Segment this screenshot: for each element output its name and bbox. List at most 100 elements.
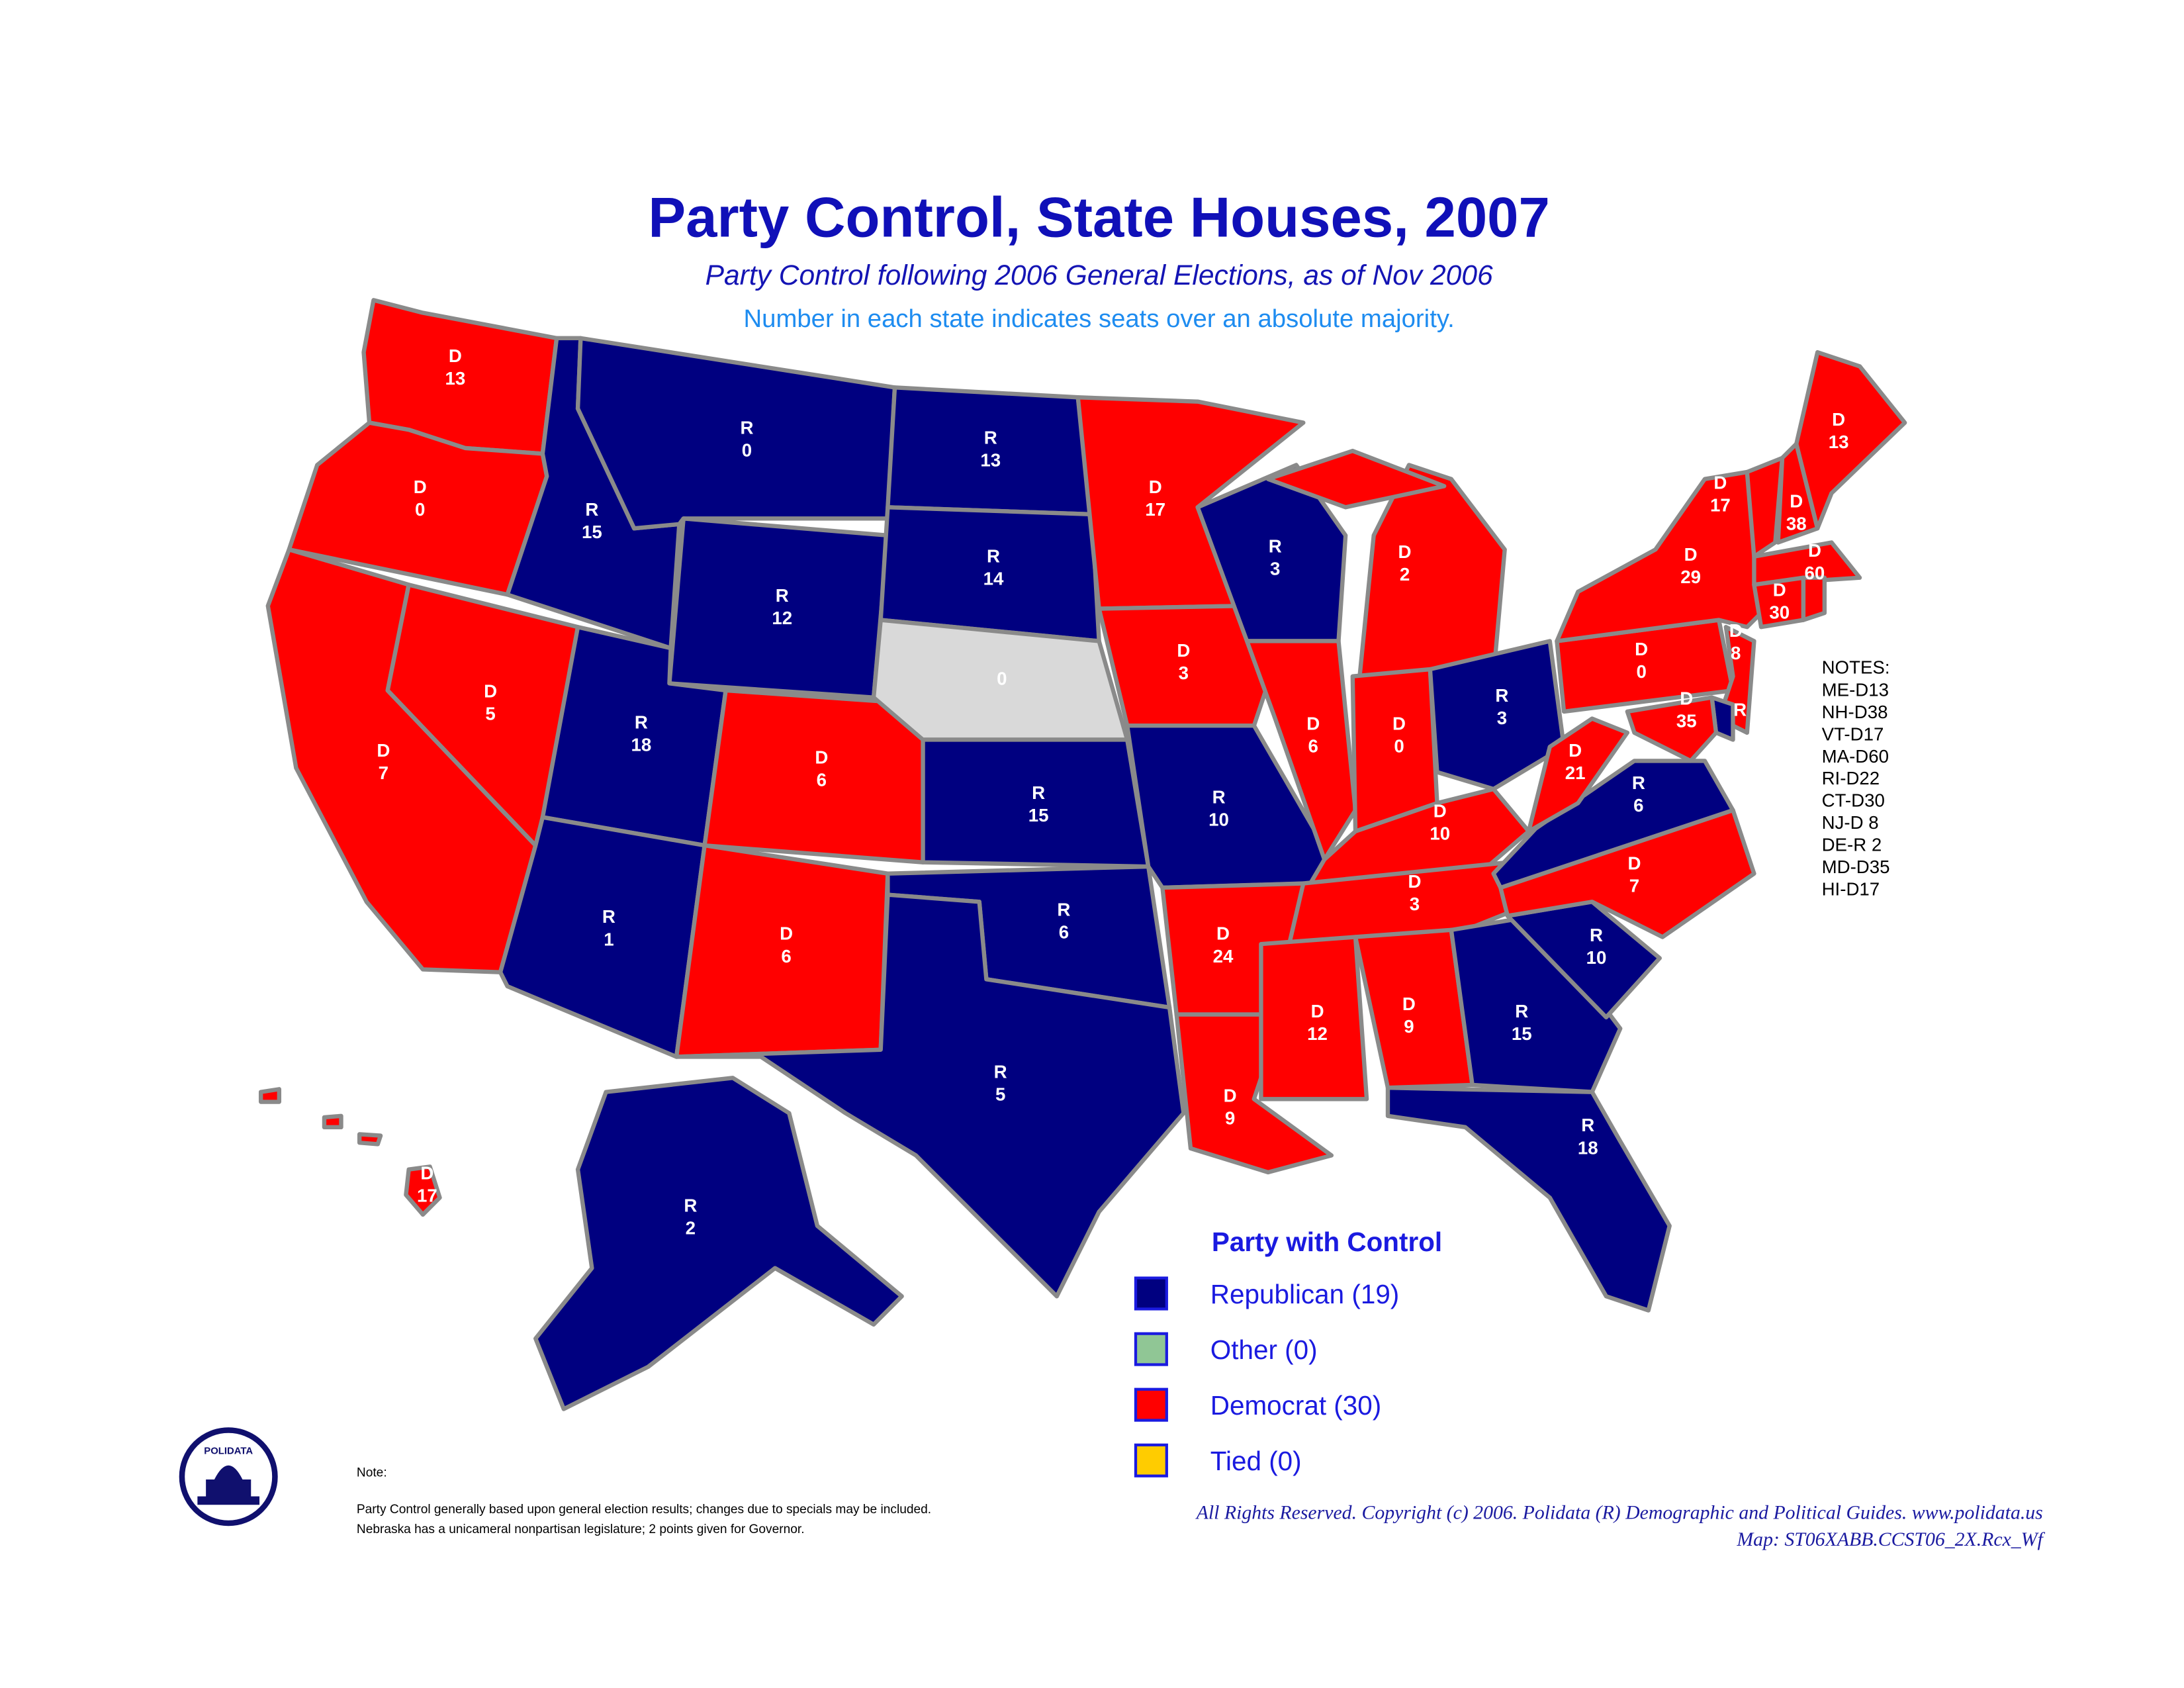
state: [575, 336, 897, 531]
state-seats: 15: [582, 522, 602, 542]
state-party: R: [1212, 786, 1226, 807]
state-seats: 13: [980, 450, 1001, 471]
legend-label: Republican (19): [1210, 1279, 1399, 1309]
state-seats: 35: [1676, 710, 1697, 731]
note-line: HI-D17: [1822, 878, 1880, 899]
note-line: DE-R 2: [1822, 834, 1882, 855]
state-party: R: [741, 418, 754, 438]
state: [1794, 350, 1907, 531]
state-party: D: [1224, 1086, 1237, 1106]
state-seats: 3: [1497, 708, 1507, 728]
state-party: D: [1392, 714, 1406, 734]
state-seats: 13: [445, 368, 466, 389]
notes: NOTES: ME-D13NH-D38VT-D17MA-D60RI-D22CT-D…: [1822, 657, 1890, 899]
copyright: All Rights Reserved. Copyright (c) 2006.…: [1195, 1502, 2043, 1524]
legend-label: Other (0): [1210, 1335, 1318, 1365]
state-seats: 6: [781, 946, 791, 966]
state-party: R: [602, 906, 615, 927]
state-party: R: [994, 1061, 1007, 1082]
state-party: D: [1402, 994, 1416, 1014]
state-seats: 0: [1394, 736, 1404, 757]
note-line: ME-D13: [1822, 680, 1889, 700]
state-party: D: [1729, 620, 1743, 641]
state-seats: 30: [1769, 602, 1790, 622]
state-seats: 3: [1410, 894, 1420, 914]
state: [1555, 469, 1770, 643]
legend-swatch: [1134, 1332, 1168, 1366]
note-line: MD-D35: [1822, 857, 1890, 877]
note-line: RI-D22: [1822, 768, 1880, 788]
note-line: CT-D30: [1822, 790, 1885, 811]
state-party: D: [377, 740, 390, 761]
state-party: R: [1515, 1001, 1528, 1021]
state: [1801, 575, 1827, 622]
state-seats: 24: [1213, 946, 1234, 966]
state-seats: 0: [742, 440, 752, 461]
state-seats: 5: [995, 1084, 1005, 1104]
state-party: R: [1032, 782, 1045, 803]
state-party: R: [1057, 900, 1070, 920]
states: [258, 298, 1907, 1411]
state-seats: 10: [1586, 947, 1607, 968]
state-party: D: [1773, 579, 1786, 600]
state: [674, 892, 1186, 1299]
state: [1195, 463, 1348, 643]
state-seats: 60: [1805, 563, 1825, 583]
state-seats: 6: [817, 770, 827, 790]
footnote-line: Party Control generally based upon gener…: [357, 1503, 931, 1517]
state-party: D: [1713, 473, 1727, 493]
state: [1526, 716, 1630, 834]
state-party: D: [1398, 541, 1412, 562]
state: [1265, 448, 1447, 510]
state-seats: 7: [1629, 875, 1639, 896]
state: [322, 1113, 343, 1130]
legend: Party with Control Republican (19) Other …: [1134, 1227, 1442, 1477]
state-party: D: [1808, 540, 1821, 561]
state: [258, 1087, 282, 1104]
logo-text: POLIDATA: [204, 1446, 253, 1457]
legend-label: Tied (0): [1210, 1446, 1302, 1476]
state: [357, 1132, 383, 1147]
state-seats: 3: [1270, 558, 1280, 579]
state-seats: 18: [1578, 1137, 1598, 1158]
footnote-heading: Note:: [357, 1466, 387, 1480]
state-seats: 17: [1710, 495, 1731, 516]
state-party: R: [585, 499, 598, 520]
logo: POLIDATA: [179, 1427, 278, 1526]
state-seats: 12: [772, 608, 792, 628]
state-party: D: [1627, 853, 1641, 873]
state-party: D: [1569, 740, 1582, 761]
state-party: R: [987, 545, 1000, 566]
state-seats: 5: [485, 704, 495, 724]
legend-swatch: [1134, 1276, 1168, 1311]
note-line: NJ-D 8: [1822, 812, 1879, 833]
state-party: R: [776, 585, 789, 606]
state-party: D: [1177, 640, 1190, 661]
state: [1428, 639, 1567, 792]
state: [1752, 540, 1862, 587]
state-seats: 3: [1179, 663, 1189, 683]
state: [1625, 695, 1719, 763]
state-seats: 38: [1786, 513, 1807, 534]
state-seats: 17: [417, 1186, 437, 1206]
state-seats: 21: [1565, 763, 1586, 783]
state-party: D: [815, 747, 828, 768]
logo-capitol: [197, 1465, 260, 1505]
state-party: R: [1581, 1115, 1594, 1135]
subtitle: Party Control following 2006 General Ele…: [705, 259, 1493, 291]
state: [1287, 857, 1538, 947]
state-seats: 10: [1430, 823, 1450, 844]
state: [1385, 1086, 1672, 1313]
state-seats: 15: [1512, 1023, 1532, 1044]
legend-title: Party with Control: [1212, 1227, 1442, 1257]
state-seats: 6: [1308, 736, 1318, 757]
map-id: Map: ST06XABB.CCST06_2X.Rcx_Wf: [1736, 1528, 2045, 1550]
state-seats: 0: [997, 668, 1007, 688]
state-party: D: [420, 1163, 433, 1184]
state-seats: 17: [1145, 499, 1165, 520]
state: [404, 1164, 442, 1217]
state-party: D: [484, 681, 497, 702]
note-line: NH-D38: [1822, 702, 1888, 722]
state-party: D: [1433, 801, 1447, 821]
